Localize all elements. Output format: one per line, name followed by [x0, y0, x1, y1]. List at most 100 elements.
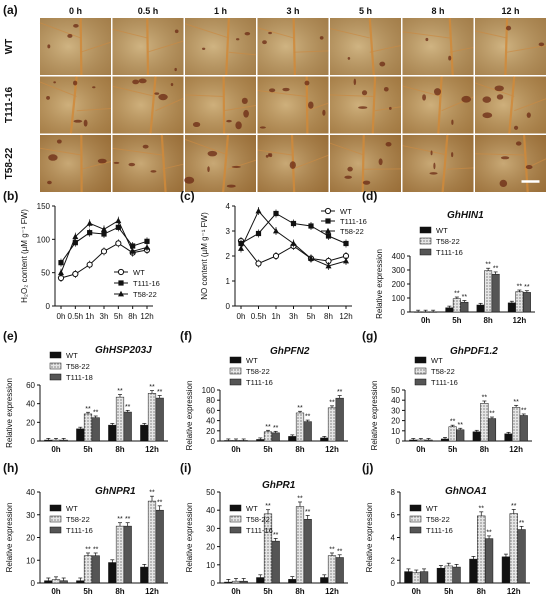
chart-panel-d: (d) 0 100 200 300 400 Relative expression 0h 5h *… — [362, 189, 535, 325]
significance-marker: ** — [265, 503, 271, 510]
legend-label: T58-22 — [246, 515, 270, 524]
y-tick-label: 50 — [41, 269, 50, 278]
x-tick-label: 12h — [145, 445, 159, 454]
y-axis-label: H₂O₂ content (µM g⁻¹ FW) — [20, 209, 29, 303]
legend-swatch — [409, 504, 422, 512]
bar — [239, 440, 248, 442]
y-tick-label: 60 — [26, 381, 35, 390]
y-axis-label: Relative expression — [185, 503, 194, 573]
significance-marker: ** — [462, 294, 468, 301]
bar — [115, 396, 125, 442]
series-T111-16 — [238, 209, 349, 248]
leaf-vein — [39, 147, 82, 156]
data-point — [273, 210, 279, 217]
leaf-vein — [184, 23, 230, 39]
stain-spot — [289, 161, 296, 169]
leaf-vein — [112, 28, 148, 39]
time-header: 1 h — [214, 6, 227, 16]
stain-spot — [378, 158, 383, 166]
x-tick-label: 5h — [114, 312, 123, 321]
bar — [76, 580, 85, 584]
x-tick-label: 3h — [289, 312, 298, 321]
bar — [460, 301, 469, 313]
data-point — [115, 217, 122, 224]
bar — [59, 439, 68, 442]
leaf-vein — [474, 153, 525, 156]
panel-label: (a) — [3, 3, 18, 17]
leaf-vein — [329, 28, 370, 39]
significance-marker: ** — [479, 505, 485, 512]
stain-spot — [67, 33, 73, 38]
stain-spot — [358, 106, 368, 109]
legend-item: WT — [114, 268, 145, 277]
legend-swatch — [229, 515, 242, 523]
legend-item: T111-16 — [409, 526, 453, 535]
stain-spot — [496, 94, 504, 100]
bar — [419, 571, 429, 584]
leaf-photo-tile — [257, 134, 329, 193]
bar — [327, 407, 337, 442]
data-point — [325, 262, 332, 269]
legend-label: T58-22 — [340, 227, 364, 236]
leaf-photo-tile — [257, 76, 329, 134]
data-point — [308, 223, 314, 229]
stain-spot — [138, 78, 147, 84]
y-tick-label: 30 — [206, 524, 215, 533]
bar — [519, 415, 528, 442]
bar — [436, 567, 446, 584]
y-axis-label: NO content (µM g⁻¹ FW) — [200, 212, 209, 300]
stain-spot — [262, 40, 267, 45]
significance-marker: ** — [85, 546, 91, 553]
leaf-vein — [506, 45, 547, 53]
data-point — [238, 245, 244, 251]
leaf-photo-tile — [112, 134, 184, 193]
stain-spot — [128, 162, 136, 167]
data-point — [325, 233, 332, 239]
leaf-midrib — [448, 17, 454, 76]
leaf-vein — [228, 51, 257, 56]
y-tick-label: 0 — [401, 308, 406, 317]
stain-spot — [47, 180, 52, 185]
stain-spot — [422, 94, 427, 101]
significance-marker: ** — [157, 389, 163, 396]
significance-marker: ** — [337, 389, 343, 396]
panel-label: (j) — [362, 461, 373, 475]
data-point — [101, 226, 107, 232]
y-tick-label: 0 — [396, 437, 401, 446]
bar — [44, 439, 53, 442]
leaf-photo-tile — [39, 134, 112, 193]
bar — [303, 519, 312, 584]
data-point — [117, 268, 125, 276]
legend-label: T58-22 — [426, 515, 450, 524]
bar — [440, 438, 450, 442]
y-tick-label: 400 — [392, 252, 406, 261]
significance-marker: ** — [519, 520, 525, 527]
data-point — [325, 227, 331, 234]
stain-spot — [174, 67, 177, 72]
data-point — [343, 257, 349, 264]
x-tick-label: 5h — [452, 316, 461, 325]
legend-label: T111-16 — [133, 279, 160, 288]
legend-item: T58-22 — [114, 290, 157, 299]
time-header: 8 h — [431, 6, 444, 16]
leaf-photo-tile — [402, 17, 474, 76]
bar — [91, 417, 100, 442]
leaf-vein — [329, 94, 376, 97]
legend-swatch — [414, 378, 427, 386]
y-tick-label: 40 — [26, 488, 35, 497]
x-tick-label: 12h — [512, 316, 526, 325]
significance-marker: ** — [517, 284, 523, 291]
y-tick-label: 4 — [391, 534, 396, 543]
y-tick-label: 300 — [392, 266, 406, 275]
legend-label: WT — [66, 351, 78, 360]
panel-label: (g) — [362, 329, 377, 343]
bar — [320, 577, 329, 584]
time-header: 0.5 h — [138, 6, 159, 16]
significance-marker: ** — [482, 394, 488, 401]
x-tick-label: 12h — [325, 587, 339, 596]
x-tick-label: 1h — [272, 312, 281, 321]
leaf-vein — [474, 30, 508, 39]
y-axis-label: Relative expression — [5, 503, 14, 573]
legend-label: T111-16 — [431, 378, 458, 387]
